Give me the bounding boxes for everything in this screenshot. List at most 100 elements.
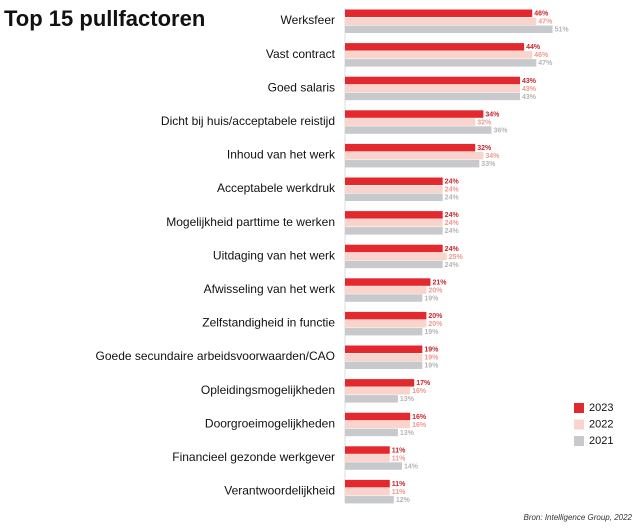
- bar: [345, 462, 402, 470]
- value-label: 51%: [555, 27, 570, 34]
- category-label: Financieel gezonde werkgever: [172, 450, 335, 464]
- value-label: 11%: [392, 481, 406, 488]
- value-label: 11%: [392, 447, 406, 454]
- bar: [345, 59, 537, 67]
- value-label: 21%: [432, 279, 447, 286]
- bar: [345, 412, 411, 421]
- value-label: 16%: [412, 388, 427, 395]
- bar: [345, 118, 476, 126]
- value-label: 44%: [526, 44, 541, 51]
- value-label: 32%: [477, 145, 492, 152]
- value-label: 46%: [534, 11, 549, 18]
- bar: [345, 252, 447, 261]
- bar: [345, 193, 443, 201]
- bar: [345, 319, 427, 328]
- category-label: Goede secundaire arbeidsvoorwaarden/CAO: [96, 349, 335, 363]
- legend-label: 2021: [589, 435, 613, 447]
- value-label: 11%: [392, 489, 406, 496]
- legend-label: 2022: [589, 418, 613, 430]
- bar: [345, 219, 443, 227]
- value-label: 20%: [428, 313, 443, 320]
- value-label: 36%: [494, 127, 509, 134]
- value-label: 43%: [522, 78, 537, 85]
- value-label: 24%: [445, 212, 460, 219]
- bar: [345, 110, 484, 118]
- bar: [345, 25, 553, 33]
- value-label: 47%: [538, 19, 553, 26]
- bar: [345, 159, 480, 168]
- bar: [345, 327, 423, 336]
- legend-swatch: [574, 403, 584, 413]
- bar: [345, 126, 492, 134]
- bar: [345, 17, 537, 25]
- bar: [345, 479, 390, 488]
- bar: [345, 260, 443, 269]
- bar: [345, 395, 398, 403]
- bar: [345, 185, 443, 193]
- value-label: 24%: [445, 228, 460, 235]
- bar: [345, 244, 443, 253]
- bar: [345, 227, 443, 235]
- value-label: 13%: [400, 430, 415, 437]
- value-label: 43%: [522, 94, 537, 101]
- value-label: 17%: [416, 380, 431, 387]
- category-label: Inhoud van het werk: [227, 148, 336, 162]
- bar: [345, 446, 390, 454]
- bar: [345, 177, 443, 185]
- value-label: 24%: [445, 179, 460, 186]
- legend-swatch: [574, 419, 584, 430]
- bar: [345, 143, 476, 152]
- category-label: Verantwoordelijkheid: [224, 484, 335, 498]
- value-label: 19%: [424, 347, 439, 354]
- value-label: 43%: [522, 86, 537, 93]
- bar: [345, 495, 394, 504]
- value-label: 32%: [477, 119, 492, 126]
- bar: [345, 428, 398, 437]
- value-label: 24%: [445, 246, 460, 253]
- category-label: Acceptabele werkdruk: [217, 181, 336, 195]
- value-label: 16%: [412, 422, 427, 429]
- category-label: Opleidingsmogelijkheden: [201, 383, 335, 397]
- value-label: 19%: [424, 295, 439, 302]
- bar: [345, 387, 411, 395]
- bar: [345, 361, 423, 369]
- value-label: 19%: [424, 363, 439, 370]
- bar: [345, 211, 443, 219]
- value-label: 13%: [400, 396, 415, 403]
- value-label: 20%: [428, 321, 443, 328]
- bar: [345, 76, 521, 85]
- chart-title: Top 15 pullfactoren: [4, 6, 205, 31]
- source: Bron: Intelligence Group, 2022: [523, 513, 632, 522]
- value-label: 11%: [392, 455, 406, 462]
- value-label: 46%: [534, 52, 549, 59]
- value-label: 16%: [412, 414, 427, 421]
- legend-swatch: [574, 436, 584, 446]
- bar: [345, 151, 484, 160]
- value-label: 34%: [485, 153, 500, 160]
- value-label: 47%: [538, 60, 553, 67]
- bar: [345, 454, 390, 462]
- value-label: 24%: [445, 262, 460, 269]
- value-label: 25%: [449, 254, 464, 261]
- bar: [345, 487, 390, 496]
- bar: [345, 311, 427, 320]
- category-label: Goed salaris: [268, 80, 335, 94]
- value-label: 24%: [445, 220, 460, 227]
- category-label: Dicht bij huis/acceptabele reistijd: [161, 114, 335, 128]
- bar: [345, 43, 525, 51]
- category-label: Afwisseling van het werk: [204, 282, 336, 296]
- bar: [345, 9, 533, 17]
- bar: [345, 379, 415, 387]
- category-label: Mogelijkheid parttime te werken: [166, 215, 335, 229]
- category-label: Werksfeer: [281, 13, 335, 27]
- value-label: 14%: [404, 463, 419, 470]
- bar: [345, 51, 533, 59]
- bar: [345, 345, 423, 353]
- value-label: 24%: [445, 187, 460, 194]
- bar: [345, 84, 521, 93]
- value-label: 33%: [481, 161, 496, 168]
- bar: [345, 92, 521, 101]
- value-label: 24%: [445, 195, 460, 202]
- value-label: 34%: [485, 111, 500, 118]
